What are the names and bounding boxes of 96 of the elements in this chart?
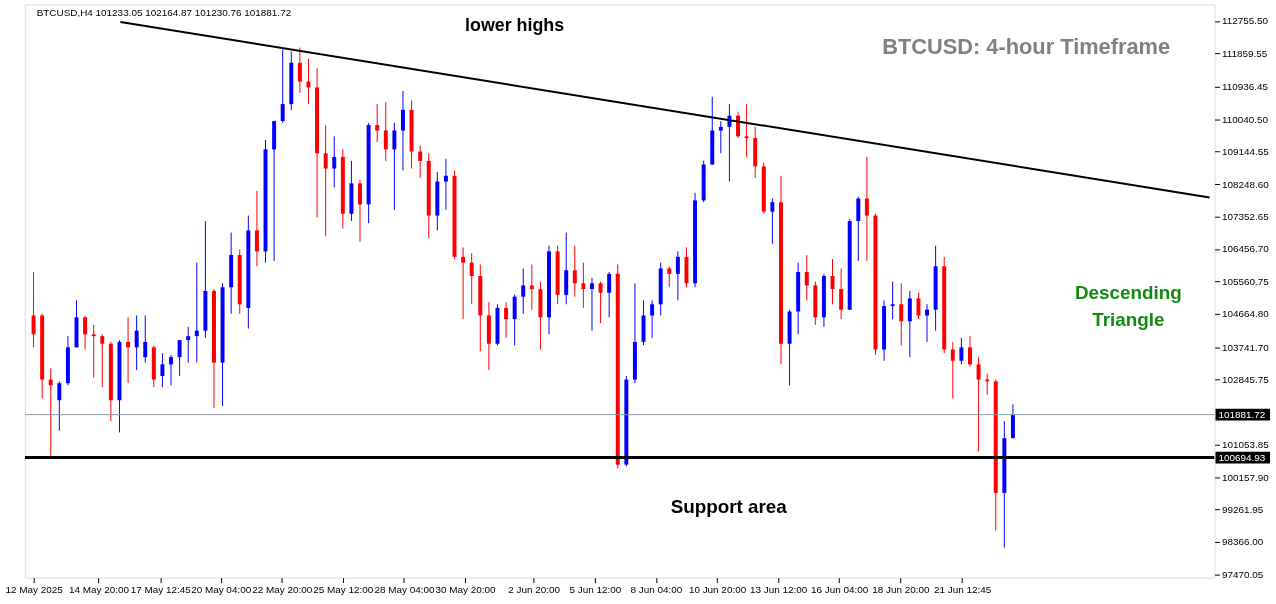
candlestick xyxy=(598,280,603,324)
x-tick-label: 10 Jun 20:00 xyxy=(688,583,747,595)
candlestick xyxy=(744,103,749,158)
x-tick-label: 28 May 04:00 xyxy=(374,583,435,595)
candlestick xyxy=(461,246,466,320)
y-tick-label: 100157.90 xyxy=(1221,471,1270,483)
annotation: BTCUSD,H4 101233.05 102164.87 101230.76 101881.72 xyxy=(36,7,292,19)
candlestick xyxy=(890,280,895,320)
candlestick xyxy=(607,271,612,318)
candlestick xyxy=(856,196,861,262)
ref-line-label: 100694.93 xyxy=(1218,451,1266,463)
candlestick xyxy=(323,124,328,237)
y-tick-label: 110936.45 xyxy=(1221,81,1269,93)
candlestick xyxy=(950,341,955,399)
candlestick xyxy=(830,258,835,305)
candlestick xyxy=(899,282,904,347)
candlestick xyxy=(358,179,362,243)
candlestick xyxy=(400,90,405,171)
y-tick-label: 110040.50 xyxy=(1221,113,1269,125)
candlestick xyxy=(126,316,131,384)
candlestick xyxy=(332,135,337,188)
annotation: Support area xyxy=(670,496,788,518)
candlestick xyxy=(383,101,388,162)
candlestick xyxy=(57,380,62,432)
x-tick-label: 8 Jun 04:00 xyxy=(630,583,683,595)
candlestick xyxy=(976,356,981,452)
candlestick xyxy=(100,333,105,388)
candlestick xyxy=(134,315,139,371)
candlestick xyxy=(529,263,534,311)
y-tick-label: 109144.55 xyxy=(1221,146,1270,158)
y-tick-label: 103741.70 xyxy=(1221,341,1270,353)
x-tick-label: 22 May 20:00 xyxy=(252,583,313,595)
x-tick-label: 20 May 04:00 xyxy=(191,583,252,595)
candlestick xyxy=(297,47,302,94)
candlestick xyxy=(572,245,577,298)
x-tick-label: 12 May 2025 xyxy=(5,583,64,595)
candlestick xyxy=(418,145,423,179)
annotation: lower highs xyxy=(465,15,565,36)
candlestick xyxy=(280,48,285,124)
candlestick xyxy=(31,271,36,348)
candlestick xyxy=(194,262,199,364)
candlestick xyxy=(675,250,680,301)
y-tick-label: 105560.75 xyxy=(1221,275,1270,287)
candlestick xyxy=(83,315,88,351)
x-tick-label: 30 May 20:00 xyxy=(435,583,497,595)
x-tick-label: 21 Jun 12:45 xyxy=(933,583,992,595)
candlestick xyxy=(916,292,921,320)
candlestick xyxy=(469,252,474,305)
candlestick xyxy=(864,156,869,262)
candlestick xyxy=(968,335,972,368)
candlestick xyxy=(650,299,655,339)
candlestick xyxy=(143,315,148,364)
candlestick xyxy=(581,262,586,309)
candlestick xyxy=(907,290,912,358)
candlestick xyxy=(91,324,96,379)
candlestick xyxy=(839,267,844,320)
candlestick xyxy=(521,267,526,315)
y-tick-label: 98366.00 xyxy=(1221,536,1264,548)
candlestick xyxy=(589,277,594,332)
y-tick-label: 111859.55 xyxy=(1221,47,1268,59)
y-tick-label: 106456.70 xyxy=(1221,243,1270,255)
candlestick xyxy=(392,122,397,211)
candlestick xyxy=(504,301,509,339)
candlestick xyxy=(718,120,723,154)
y-tick-label: 112755.50 xyxy=(1221,15,1269,27)
x-tick-label: 14 May 20:00 xyxy=(68,583,130,595)
candlestick xyxy=(375,103,380,143)
candlestick xyxy=(770,198,775,245)
candlestick xyxy=(667,265,672,288)
candlestick xyxy=(804,254,809,301)
y-tick-label: 108248.60 xyxy=(1221,178,1270,190)
y-tick-label: 97470.05 xyxy=(1221,568,1264,580)
x-tick-label: 2 Jun 20:00 xyxy=(508,583,561,595)
candlestick xyxy=(1010,403,1015,439)
y-tick-label: 107352.65 xyxy=(1221,211,1270,223)
candlestick xyxy=(160,352,165,388)
candlestick xyxy=(254,190,259,267)
x-tick-label: 18 Jun 20:00 xyxy=(872,583,930,595)
candlestick xyxy=(443,158,448,211)
y-tick-label: 102845.75 xyxy=(1221,374,1270,386)
candlestick xyxy=(959,337,964,365)
candlestick xyxy=(512,294,517,347)
x-tick-label: 17 May 12:45 xyxy=(130,583,192,595)
x-tick-label: 16 Jun 04:00 xyxy=(811,583,869,595)
candlestick xyxy=(186,326,191,364)
x-tick-label: 5 Jun 12:00 xyxy=(569,583,622,595)
x-tick-label: 13 Jun 12:00 xyxy=(749,583,808,595)
ref-line-label: 101881.72 xyxy=(1218,408,1266,420)
y-tick-label: 101053.85 xyxy=(1221,439,1270,451)
x-tick-label: 25 May 12:00 xyxy=(313,583,374,595)
candlestick xyxy=(169,354,173,386)
y-tick-label: 104664.80 xyxy=(1221,308,1270,320)
y-tick-label: 99261.95 xyxy=(1221,503,1264,515)
candlestick xyxy=(177,339,182,377)
text: BTCUSD: 4-hour Timeframe xyxy=(882,34,1171,60)
annotation: Descending Triangle xyxy=(1074,282,1182,330)
